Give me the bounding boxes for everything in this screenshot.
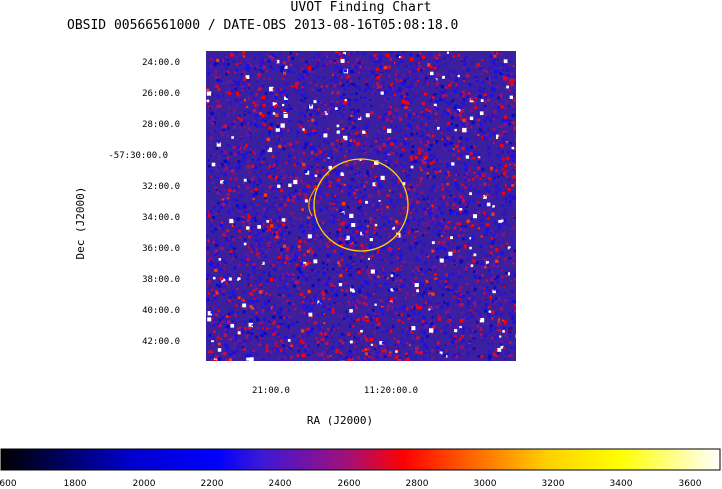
y-axis-label: Dec (J2000) bbox=[74, 187, 87, 260]
colorbar-tick-label: 3200 bbox=[542, 479, 565, 489]
y-tick-label: 36:00.0 bbox=[142, 244, 180, 254]
x-axis-label: RA (J2000) bbox=[307, 414, 373, 427]
colorbar-tick-label: 1800 bbox=[64, 479, 87, 489]
source-region-circle bbox=[313, 158, 409, 252]
y-tick-label: 40:00.0 bbox=[142, 306, 180, 316]
colorbar-tick-label: 600 bbox=[0, 479, 17, 489]
y-tick-labels: 24:00.0 26:00.0 28:00.0 -57:30:00.0 32:00.0 3… bbox=[108, 58, 180, 347]
colorbar-tick-label: 2600 bbox=[338, 479, 361, 489]
x-tick-label: 21:00.0 bbox=[252, 386, 290, 396]
colorbar bbox=[0, 448, 721, 471]
image-pixels bbox=[206, 51, 516, 361]
y-tick-label: 28:00.0 bbox=[142, 120, 180, 130]
region-arc bbox=[308, 187, 317, 217]
x-tick-label: 11:20:00.0 bbox=[364, 386, 418, 396]
y-tick-label: 32:00.0 bbox=[142, 182, 180, 192]
colorbar-tick-label: 2400 bbox=[269, 479, 292, 489]
colorbar-tick-label: 2200 bbox=[201, 479, 224, 489]
colorbar-tick-label: 2000 bbox=[133, 479, 156, 489]
y-tick-label: 26:00.0 bbox=[142, 89, 180, 99]
chart-title: UVOT Finding Chart bbox=[290, 0, 432, 15]
y-tick-label: -57:30:00.0 bbox=[108, 151, 168, 161]
colorbar-tick-label: 3400 bbox=[610, 479, 633, 489]
y-tick-label: 34:00.0 bbox=[142, 213, 180, 223]
chart-subtitle: OBSID 00566561000 / DATE-OBS 2013-08-16T… bbox=[67, 18, 459, 33]
y-tick-label: 38:00.0 bbox=[142, 275, 180, 285]
colorbar-tick-label: 3000 bbox=[474, 479, 497, 489]
x-tick-labels: 21:00.0 11:20:00.0 bbox=[252, 386, 418, 396]
y-tick-label: 24:00.0 bbox=[142, 58, 180, 68]
colorbar-tick-label: 2800 bbox=[406, 479, 429, 489]
y-tick-label: 42:00.0 bbox=[142, 337, 180, 347]
colorbar-tick-label: 3600 bbox=[679, 479, 702, 489]
colorbar-ticks: 600 1800 2000 2200 2400 2600 2800 3000 3200 3400 3… bbox=[0, 479, 702, 489]
